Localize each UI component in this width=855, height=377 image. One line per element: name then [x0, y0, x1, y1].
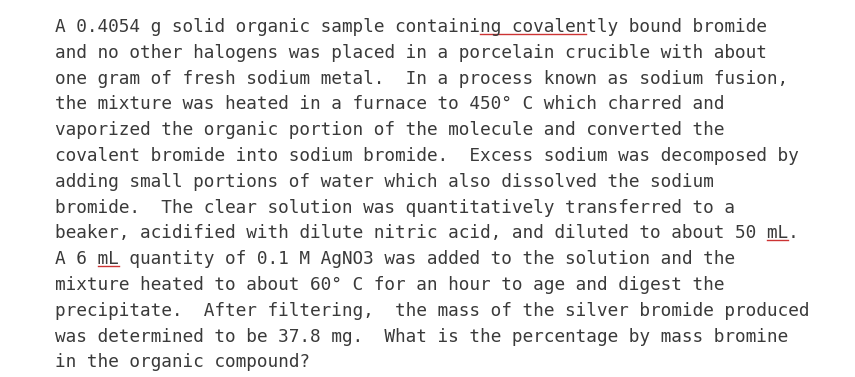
Text: was determined to be 37.8 mg.  What is the percentage by mass bromine: was determined to be 37.8 mg. What is th…: [55, 328, 788, 346]
Text: in the organic compound?: in the organic compound?: [55, 353, 310, 371]
Text: beaker, acidified with dilute nitric acid, and diluted to about 50 mL.: beaker, acidified with dilute nitric aci…: [55, 224, 799, 242]
Text: one gram of fresh sodium metal.  In a process known as sodium fusion,: one gram of fresh sodium metal. In a pro…: [55, 70, 788, 87]
Text: mixture heated to about 60° C for an hour to age and digest the: mixture heated to about 60° C for an hou…: [55, 276, 724, 294]
Text: and no other halogens was placed in a porcelain crucible with about: and no other halogens was placed in a po…: [55, 44, 767, 62]
Text: A 6 mL quantity of 0.1 M AgNO3 was added to the solution and the: A 6 mL quantity of 0.1 M AgNO3 was added…: [55, 250, 735, 268]
Text: the mixture was heated in a furnace to 450° C which charred and: the mixture was heated in a furnace to 4…: [55, 95, 724, 113]
Text: A 0.4054 g solid organic sample containing covalently bound bromide: A 0.4054 g solid organic sample containi…: [55, 18, 767, 36]
Text: covalent bromide into sodium bromide.  Excess sodium was decomposed by: covalent bromide into sodium bromide. Ex…: [55, 147, 799, 165]
Text: vaporized the organic portion of the molecule and converted the: vaporized the organic portion of the mol…: [55, 121, 724, 139]
Text: bromide.  The clear solution was quantitatively transferred to a: bromide. The clear solution was quantita…: [55, 199, 735, 217]
Text: precipitate.  After filtering,  the mass of the silver bromide produced: precipitate. After filtering, the mass o…: [55, 302, 810, 320]
Text: adding small portions of water which also dissolved the sodium: adding small portions of water which als…: [55, 173, 714, 191]
